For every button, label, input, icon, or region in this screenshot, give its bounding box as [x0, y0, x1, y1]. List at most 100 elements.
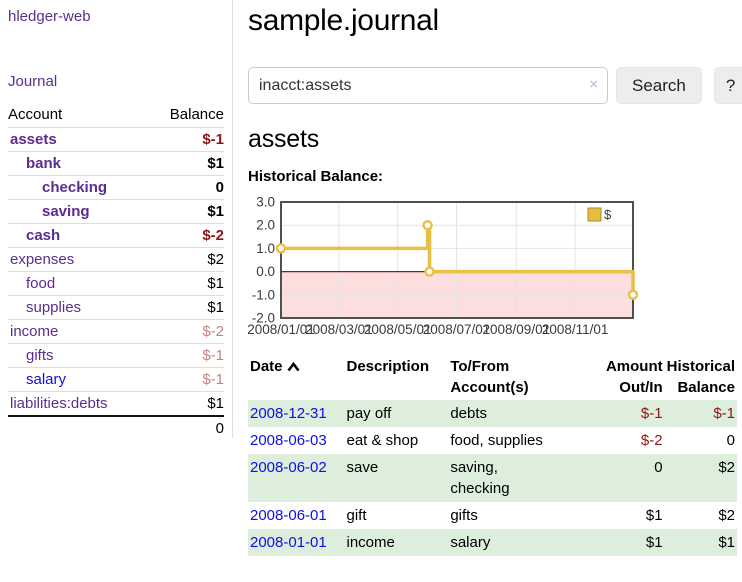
- brand-link[interactable]: hledger-web: [8, 8, 91, 25]
- register-row: 2008-01-01 income salary $1 $1: [248, 529, 737, 556]
- transaction-date-link[interactable]: 2008-06-03: [250, 432, 327, 449]
- sidebar-item-journal[interactable]: Journal: [8, 73, 58, 90]
- svg-text:2008/09/01: 2008/09/01: [483, 322, 551, 337]
- accounts-body: assets $-1 bank $1 checking 0 saving $1 …: [8, 127, 224, 440]
- register-header-amount: Amount Out/In: [605, 358, 663, 396]
- register-header-date[interactable]: Date: [248, 353, 344, 400]
- account-row: income $-2: [8, 319, 224, 344]
- account-name-link[interactable]: salary: [26, 371, 67, 388]
- account-balance: $1: [147, 391, 224, 416]
- account-name-link[interactable]: liabilities:debts: [10, 395, 108, 412]
- transaction-accounts: salary: [450, 534, 491, 551]
- transaction-accounts: food, supplies: [450, 432, 543, 449]
- account-name-link[interactable]: assets: [10, 131, 57, 148]
- clear-search-icon[interactable]: ×: [589, 76, 598, 93]
- search-input[interactable]: [248, 67, 608, 104]
- account-name-link[interactable]: gifts: [26, 347, 54, 364]
- account-name-link[interactable]: checking: [42, 179, 108, 196]
- transaction-date-link[interactable]: 2008-06-01: [250, 507, 327, 524]
- account-row: bank $1: [8, 151, 224, 176]
- account-balance: $-1: [147, 367, 224, 392]
- account-row: gifts $-1: [8, 343, 224, 368]
- register-table: Date Description To/From Account(s) Amou…: [248, 353, 737, 556]
- sort-ascending-icon: [286, 357, 300, 378]
- register-header-tofrom: To/From Account(s): [450, 358, 529, 396]
- register-row: 2008-06-03 eat & shop food, supplies $-2…: [248, 427, 737, 454]
- transaction-accounts: gifts: [450, 507, 478, 524]
- transaction-balance: $-1: [713, 405, 735, 422]
- account-row: assets $-1: [8, 127, 224, 152]
- account-name-link[interactable]: bank: [26, 155, 62, 172]
- account-row: salary $-1: [8, 367, 224, 392]
- transaction-balance: $2: [718, 507, 735, 524]
- svg-text:0.0: 0.0: [256, 264, 275, 279]
- accounts-total-row: 0: [8, 415, 224, 440]
- transaction-amount: $-2: [640, 432, 663, 449]
- search-row: × Search ?: [248, 67, 742, 104]
- svg-text:-1.0: -1.0: [252, 287, 275, 302]
- register-row: 2008-12-31 pay off debts $-1 $-1: [248, 400, 737, 427]
- transaction-amount: $1: [645, 507, 663, 524]
- transaction-balance: 0: [726, 432, 735, 449]
- register-row: 2008-06-02 save saving, checking 0 $2: [248, 454, 737, 502]
- account-row: saving $1: [8, 199, 224, 224]
- transaction-description: pay off: [346, 405, 392, 422]
- transaction-description: save: [346, 459, 379, 476]
- account-balance: $1: [147, 199, 224, 224]
- account-name-link[interactable]: cash: [26, 227, 61, 244]
- account-name-link[interactable]: expenses: [10, 251, 75, 268]
- account-balance: 0: [147, 175, 224, 200]
- svg-text:2008/05/01: 2008/05/01: [364, 322, 432, 337]
- help-button[interactable]: ?: [713, 67, 742, 104]
- transaction-date-link[interactable]: 2008-12-31: [250, 405, 327, 422]
- svg-text:2008/07/01: 2008/07/01: [423, 322, 491, 337]
- account-name-link[interactable]: income: [10, 323, 59, 340]
- register-header-description: Description: [346, 358, 429, 375]
- account-balance: $-1: [147, 343, 224, 368]
- account-balance: $-1: [147, 127, 224, 152]
- accounts-total-value: 0: [147, 415, 224, 440]
- svg-text:-2.0: -2.0: [252, 311, 275, 326]
- register-header-balance: Historical Balance: [666, 358, 735, 396]
- svg-text:2008/11/01: 2008/11/01: [542, 322, 609, 337]
- register-header-row: Date Description To/From Account(s) Amou…: [248, 353, 737, 400]
- main-content: sample.journal × Search ? assets Histori…: [233, 0, 742, 556]
- svg-text:1.0: 1.0: [256, 241, 275, 256]
- transaction-description: income: [346, 534, 395, 551]
- transaction-amount: $-1: [640, 405, 663, 422]
- transaction-balance: $2: [718, 459, 735, 476]
- account-balance: $2: [147, 247, 224, 272]
- transaction-accounts: saving, checking: [450, 459, 510, 497]
- sidebar: hledger-web Journal Account Balance asse…: [0, 0, 233, 440]
- transaction-date-link[interactable]: 2008-01-01: [250, 534, 327, 551]
- account-heading: assets: [248, 125, 320, 153]
- transaction-description: gift: [346, 507, 367, 524]
- transaction-accounts: debts: [450, 405, 488, 422]
- register-row: 2008-06-01 gift gifts $1 $2: [248, 502, 737, 529]
- page-title: sample.journal: [248, 4, 439, 37]
- account-row: liabilities:debts $1: [8, 391, 224, 416]
- account-balance: $-2: [147, 319, 224, 344]
- transaction-amount: 0: [654, 459, 663, 476]
- search-button[interactable]: Search: [616, 67, 702, 104]
- account-name-link[interactable]: food: [26, 275, 56, 292]
- accounts-header-balance: Balance: [169, 106, 224, 123]
- register-body: 2008-12-31 pay off debts $-1 $-1 2008-06…: [248, 400, 737, 556]
- svg-text:$: $: [604, 207, 612, 222]
- account-balance: $-2: [147, 223, 224, 248]
- accounts-header-account: Account: [8, 106, 63, 123]
- svg-text:2.0: 2.0: [256, 218, 275, 233]
- account-name-link[interactable]: saving: [42, 203, 90, 220]
- svg-text:2008/03/01: 2008/03/01: [305, 322, 373, 337]
- account-balance: $1: [147, 271, 224, 296]
- chart-title: Historical Balance:: [248, 168, 384, 185]
- balance-chart: $3.0 2.0 1.0 0.0 -1.0 -2.02008/01/012008/03/0…: [248, 195, 639, 337]
- account-row: expenses $2: [8, 247, 224, 272]
- svg-text:2008/01/01: 2008/01/01: [248, 322, 315, 337]
- accounts-table: Account Balance assets $-1 bank $1 check…: [8, 104, 224, 440]
- account-balance: $1: [147, 295, 224, 320]
- account-name-link[interactable]: supplies: [26, 299, 82, 316]
- transaction-description: eat & shop: [346, 432, 419, 449]
- transaction-date-link[interactable]: 2008-06-02: [250, 459, 327, 476]
- account-row: food $1: [8, 271, 224, 296]
